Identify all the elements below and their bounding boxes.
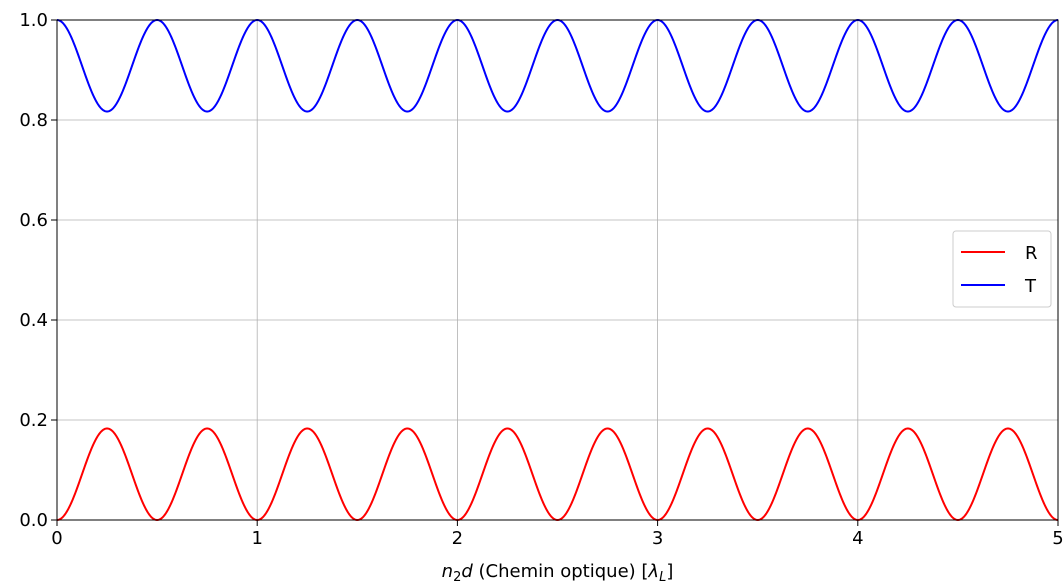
y-tick-label-0: 0.0 (19, 510, 48, 531)
x-axis-label-middle: (Chemin optique) [ (473, 561, 649, 582)
legend-label-R: R (1025, 243, 1038, 264)
x-axis-label: n2d (Chemin optique) [λL] (442, 561, 674, 584)
x-tick-label-5: 5 (1052, 528, 1063, 549)
x-tick-label-3: 3 (652, 528, 663, 549)
y-tick-label-3: 0.6 (19, 210, 48, 231)
x-axis-label-d: d (461, 561, 473, 582)
y-tick-label-4: 0.8 (19, 110, 48, 131)
x-axis-label-n-subscript: 2 (453, 570, 461, 584)
x-tick-label-4: 4 (852, 528, 863, 549)
plot-frame (56, 19, 1059, 521)
x-tick-label-1: 1 (251, 528, 262, 549)
x-tick-label-2: 2 (452, 528, 463, 549)
x-axis-label-lambda: λ (647, 561, 659, 582)
legend-label-T: T (1024, 276, 1037, 297)
y-tick-label-1: 0.2 (19, 410, 48, 431)
legend-box (952, 230, 1052, 308)
x-tick-label-0: 0 (51, 528, 62, 549)
x-axis-label-lambda-subscript: L (659, 570, 666, 584)
tick-marks (51, 19, 1059, 526)
y-tick-label-5: 1.0 (19, 10, 48, 31)
legend: R T (952, 230, 1052, 308)
x-axis-label-n: n (442, 561, 453, 582)
tick-labels: 0 1 2 3 4 5 0.0 0.2 0.4 0.6 0.8 1.0 (19, 10, 1063, 549)
x-axis-label-end: ] (666, 561, 673, 582)
y-tick-label-2: 0.4 (19, 310, 48, 331)
